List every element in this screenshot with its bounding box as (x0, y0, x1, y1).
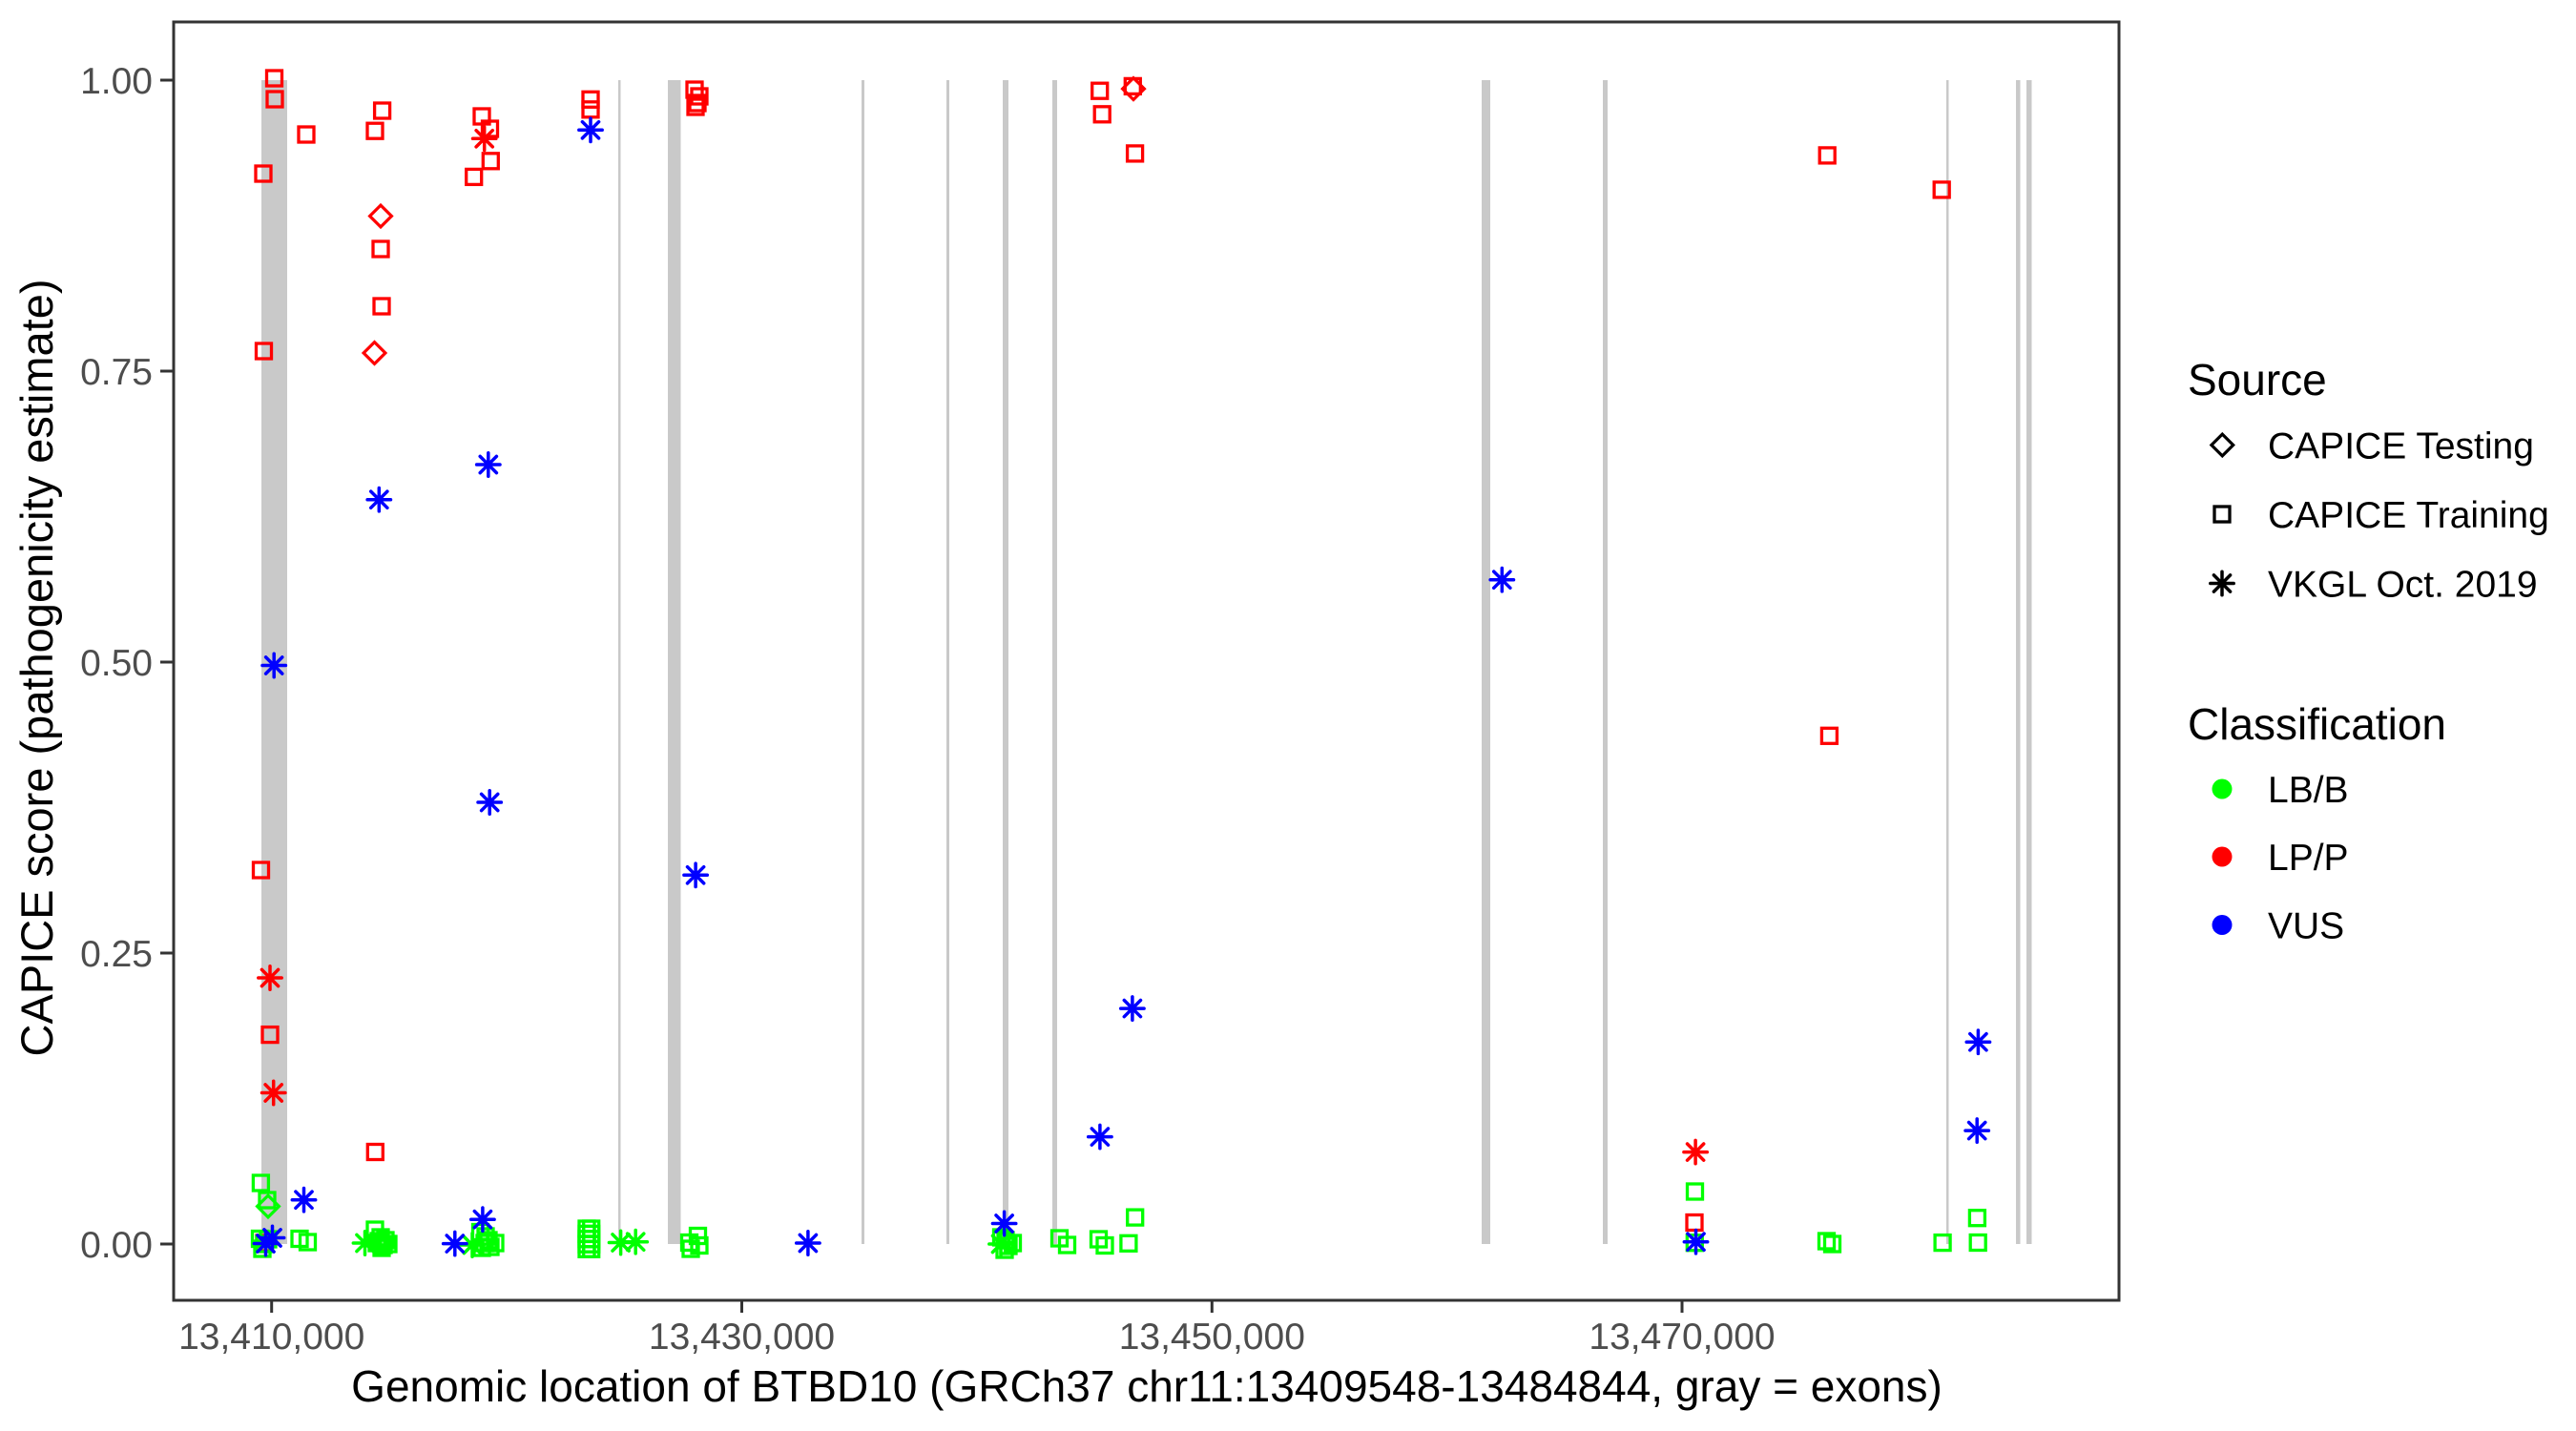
svg-text:LB/B: LB/B (2268, 770, 2349, 811)
svg-text:VUS: VUS (2268, 906, 2344, 947)
svg-text:CAPICE score (pathogenicity es: CAPICE score (pathogenicity estimate) (11, 280, 62, 1057)
svg-text:13,470,000: 13,470,000 (1589, 1317, 1775, 1358)
svg-text:CAPICE Training: CAPICE Training (2268, 495, 2549, 536)
svg-text:LP/P: LP/P (2268, 838, 2349, 879)
svg-text:Genomic location of BTBD10 (GR: Genomic location of BTBD10 (GRCh37 chr11… (351, 1361, 1942, 1411)
svg-text:1.00: 1.00 (80, 61, 153, 102)
svg-text:CAPICE Testing: CAPICE Testing (2268, 426, 2534, 467)
svg-text:0.75: 0.75 (80, 352, 153, 393)
svg-text:VKGL Oct. 2019: VKGL Oct. 2019 (2268, 565, 2538, 606)
svg-text:0.25: 0.25 (80, 934, 153, 975)
svg-text:Source: Source (2188, 355, 2327, 404)
svg-text:0.00: 0.00 (80, 1225, 153, 1266)
svg-text:0.50: 0.50 (80, 643, 153, 684)
svg-text:Classification: Classification (2188, 699, 2446, 749)
svg-text:13,450,000: 13,450,000 (1119, 1317, 1305, 1358)
svg-text:13,410,000: 13,410,000 (178, 1317, 364, 1358)
svg-text:13,430,000: 13,430,000 (649, 1317, 835, 1358)
